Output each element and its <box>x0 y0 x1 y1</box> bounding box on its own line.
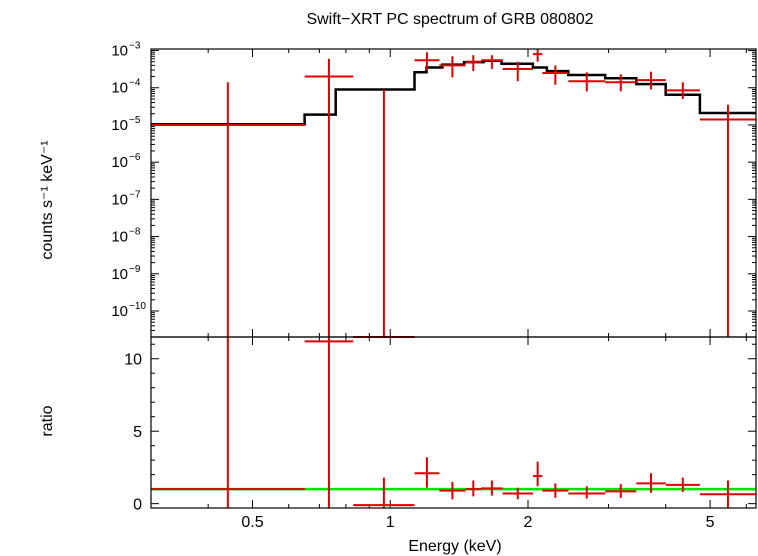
panel-ratio: 0 5 10 <box>124 336 757 514</box>
y-tick-exponent: −8 <box>129 227 141 238</box>
x-tick-label: 1 <box>386 514 395 531</box>
x-tick-label: 2 <box>524 514 533 531</box>
y-tick-label: 10 <box>111 154 128 171</box>
y-tick-exponent: −10 <box>129 301 146 312</box>
y-axis-label-bottom: ratio <box>39 405 56 436</box>
y-tick-exponent: −6 <box>129 152 141 163</box>
y-tick-exponent: −3 <box>129 41 141 52</box>
y-tick-label: 5 <box>133 424 142 441</box>
y-tick-label: 0 <box>133 497 142 514</box>
x-tick-label: 0.5 <box>241 514 263 531</box>
y-tick-label: 10 <box>111 303 128 320</box>
chart-title: Swift−XRT PC spectrum of GRB 080802 <box>306 11 593 28</box>
y-tick-exponent: −7 <box>129 189 141 200</box>
panel-spectrum: 10−310−410−510−610−710−810−910−10 <box>111 41 757 338</box>
model-step-line <box>151 59 756 126</box>
y-tick-exponent: −4 <box>129 78 141 89</box>
y-tick-label: 10 <box>111 117 128 134</box>
y-tick-label: 10 <box>111 43 128 60</box>
y-axis-label-top: counts s⁻¹ keV⁻¹ <box>39 140 56 259</box>
y-tick-exponent: −5 <box>129 115 141 126</box>
x-tick-label: 5 <box>706 514 715 531</box>
y-tick-label: 10 <box>111 191 128 208</box>
y-tick-label: 10 <box>111 229 128 246</box>
panel-frame <box>150 336 757 509</box>
y-tick-label: 10 <box>124 352 142 369</box>
y-tick-label: 10 <box>111 80 128 97</box>
y-tick-label: 10 <box>111 266 128 283</box>
x-axis-label: Energy (keV) <box>408 538 501 555</box>
y-tick-exponent: −9 <box>129 264 141 275</box>
plot-layer: 10−310−410−510−610−710−810−910 −1005100.5… <box>111 41 757 531</box>
